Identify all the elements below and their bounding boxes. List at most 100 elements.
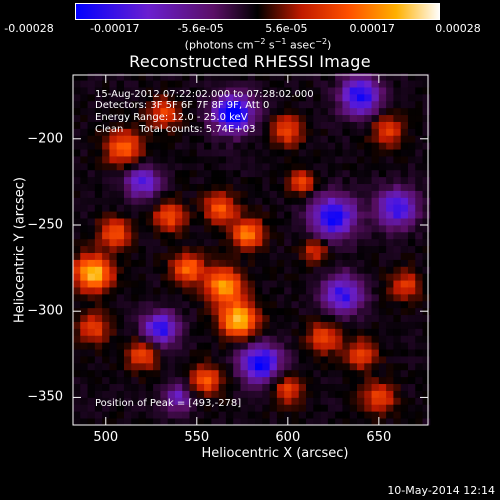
heatmap-cell [291, 363, 299, 370]
heatmap-cell [262, 156, 270, 163]
heatmap-cell [328, 170, 336, 177]
heatmap-cell [277, 149, 285, 156]
heatmap-cell [240, 204, 248, 211]
heatmap-cell [291, 342, 299, 349]
heatmap-cell [73, 356, 81, 363]
heatmap-cell [379, 315, 387, 322]
heatmap-cell [88, 142, 96, 149]
heatmap-cell [328, 101, 336, 108]
heatmap-cell [415, 391, 423, 398]
heatmap-cell [204, 322, 212, 329]
heatmap-cell [277, 211, 285, 218]
heatmap-cell [102, 335, 110, 342]
heatmap-cell [379, 280, 387, 287]
heatmap-cell [248, 218, 256, 225]
heatmap-cell [233, 184, 241, 191]
heatmap-cell [80, 397, 88, 404]
heatmap-cell [306, 149, 314, 156]
heatmap-cell [190, 163, 198, 170]
heatmap-cell [357, 197, 365, 204]
heatmap-cell [204, 232, 212, 239]
heatmap-cell [386, 73, 394, 80]
heatmap-cell [262, 170, 270, 177]
heatmap-cell [182, 342, 190, 349]
heatmap-cell [95, 259, 103, 266]
heatmap-cell [401, 135, 409, 142]
heatmap-cell [109, 142, 117, 149]
heatmap-cell [211, 301, 219, 308]
heatmap-cell [408, 149, 416, 156]
heatmap-cell [321, 418, 329, 425]
heatmap-cell [386, 370, 394, 377]
heatmap-cell [131, 142, 139, 149]
heatmap-cell [342, 266, 350, 273]
heatmap-cell [204, 294, 212, 301]
heatmap-cell [248, 149, 256, 156]
heatmap-cell [335, 246, 343, 253]
heatmap-cell [342, 391, 350, 398]
heatmap-cell [109, 232, 117, 239]
heatmap-cell [321, 101, 329, 108]
heatmap-cell [197, 218, 205, 225]
heatmap-cell [204, 197, 212, 204]
heatmap-cell [335, 128, 343, 135]
heatmap-cell [270, 204, 278, 211]
colorbar-tick-label: 0.00028 [435, 22, 481, 35]
heatmap-cell [131, 177, 139, 184]
heatmap-cell [160, 342, 168, 349]
heatmap-cell [364, 170, 372, 177]
heatmap-cell [88, 204, 96, 211]
heatmap-cell [328, 94, 336, 101]
heatmap-cell [299, 280, 307, 287]
heatmap-cell [117, 315, 125, 322]
heatmap-cell [240, 411, 248, 418]
heatmap-cell [233, 280, 241, 287]
heatmap-cell [109, 411, 117, 418]
heatmap-cell [109, 335, 117, 342]
heatmap-cell [284, 315, 292, 322]
heatmap-cell [364, 363, 372, 370]
heatmap-cell [306, 170, 314, 177]
colorbar-tick-label: 0.00017 [349, 22, 395, 35]
heatmap-cell [109, 370, 117, 377]
heatmap-cell [270, 384, 278, 391]
heatmap-cell [386, 253, 394, 260]
heatmap-cell [95, 377, 103, 384]
heatmap-cell [306, 163, 314, 170]
heatmap-cell [233, 218, 241, 225]
heatmap-cell [233, 335, 241, 342]
heatmap-cell [415, 191, 423, 198]
heatmap-cell [88, 135, 96, 142]
heatmap-cell [190, 177, 198, 184]
heatmap-cell [284, 191, 292, 198]
heatmap-cell [124, 301, 132, 308]
heatmap-cell [219, 294, 227, 301]
heatmap-cell [197, 349, 205, 356]
heatmap-cell [423, 363, 431, 370]
heatmap-cell [211, 197, 219, 204]
heatmap-cell [73, 149, 81, 156]
heatmap-cell [131, 156, 139, 163]
heatmap-cell [306, 308, 314, 315]
heatmap-cell [372, 170, 380, 177]
heatmap-cell [401, 87, 409, 94]
heatmap-cell [299, 191, 307, 198]
heatmap-cell [386, 177, 394, 184]
heatmap-cell [211, 225, 219, 232]
heatmap-cell [408, 287, 416, 294]
heatmap-cell [291, 315, 299, 322]
heatmap-cell [306, 177, 314, 184]
heatmap-cell [219, 191, 227, 198]
heatmap-cell [95, 156, 103, 163]
heatmap-cell [291, 122, 299, 129]
heatmap-cell [321, 363, 329, 370]
heatmap-cell [350, 253, 358, 260]
heatmap-cell [408, 197, 416, 204]
heatmap-cell [233, 142, 241, 149]
heatmap-cell [306, 377, 314, 384]
heatmap-cell [284, 142, 292, 149]
heatmap-cell [204, 80, 212, 87]
heatmap-cell [350, 287, 358, 294]
heatmap-cell [117, 211, 125, 218]
heatmap-cell [190, 142, 198, 149]
